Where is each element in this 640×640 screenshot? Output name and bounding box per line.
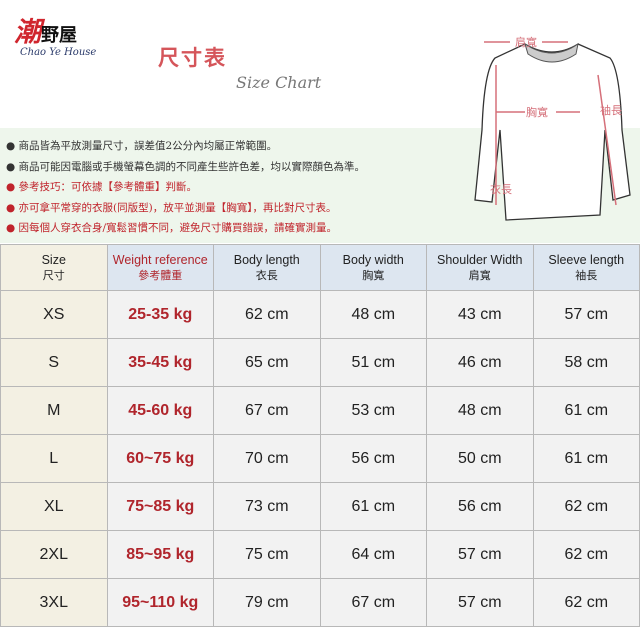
header-cn: 尺寸 [42, 269, 65, 282]
table-cell: 51 cm [319, 338, 427, 387]
table-cell: 61 cm [319, 482, 427, 531]
notes-list: ● 商品皆為平放測量尺寸，誤差值2公分內均屬正常範圍。 ● 商品可能因電腦或手機… [6, 136, 365, 239]
header-cn: 參考體重 [138, 269, 183, 282]
table-cell: 48 cm [319, 290, 427, 339]
table-row: S 35-45 kg 65 cm 51 cm 46 cm 58 cm [0, 338, 640, 387]
table-cell: 58 cm [532, 338, 640, 387]
table-cell: 43 cm [426, 290, 534, 339]
size-cell: L [0, 434, 108, 483]
table-row: 3XL 95~110 kg 79 cm 67 cm 57 cm 62 cm [0, 578, 640, 627]
collar [524, 42, 579, 63]
note-item: ● 參考技巧：可依據【參考體重】判斷。 [6, 181, 197, 193]
table-cell: 70 cm [213, 434, 321, 483]
header-en: Body length [233, 252, 300, 267]
table-cell: 56 cm [426, 482, 534, 531]
header-cn: 袖長 [575, 269, 598, 282]
shirt-outline [474, 43, 631, 221]
column-header: Sleeve length 袖長 [532, 244, 640, 291]
size-table: Size 尺寸 Weight reference 參考體重 Body length 衣長 B… [0, 244, 640, 627]
table-row: L 60~75 kg 70 cm 56 cm 50 cm 61 cm [0, 434, 640, 483]
table-cell: 64 cm [319, 530, 427, 579]
header-en: Shoulder Width [437, 252, 523, 267]
table-cell: 60~75 kg [106, 434, 214, 483]
logo: 潮野屋 [14, 10, 77, 49]
table-cell: 57 cm [426, 578, 534, 627]
header-en: Weight reference [112, 252, 208, 267]
note-item: ● 因每個人穿衣合身/寬鬆習慣不同，避免尺寸購買錯誤，請確實測量。 [6, 222, 338, 234]
shirt-diagram: 肩寬 胸寬 衣長 袖長 [474, 35, 631, 221]
header-cn: 衣長 [255, 269, 278, 282]
header-cn: 胸寬 [362, 269, 385, 282]
table-row: XL 75~85 kg 73 cm 61 cm 56 cm 62 cm [0, 482, 640, 531]
size-cell: M [0, 386, 108, 435]
logo-mark: 潮 [14, 17, 41, 48]
column-header: Shoulder Width 肩寬 [426, 244, 534, 291]
table-cell: 62 cm [532, 482, 640, 531]
logo-name: 野屋 [41, 25, 77, 46]
column-header: Weight reference 參考體重 [106, 244, 214, 291]
table-cell: 85~95 kg [106, 530, 214, 579]
table-cell: 48 cm [426, 386, 534, 435]
table-cell: 62 cm [532, 578, 640, 627]
table-cell: 61 cm [532, 434, 640, 483]
note-item: ● 商品可能因電腦或手機螢幕色調的不同產生些許色差，均以實際顏色為準。 [6, 160, 365, 173]
table-row: 2XL 85~95 kg 75 cm 64 cm 57 cm 62 cm [0, 530, 640, 579]
header-en: Body width [342, 252, 404, 267]
table-cell: 95~110 kg [106, 578, 214, 627]
note-item: ● 商品皆為平放測量尺寸，誤差值2公分內均屬正常範圍。 [6, 140, 278, 152]
logo-subtitle: Chao Ye House [20, 47, 97, 58]
table-cell: 50 cm [426, 434, 534, 483]
header-en: Sleeve length [548, 252, 625, 267]
size-cell: S [0, 338, 108, 387]
table-cell: 57 cm [426, 530, 534, 579]
note-item: ● 亦可拿平常穿的衣服(同版型)，放平並測量【胸寬】，再比對尺寸表。 [6, 201, 337, 214]
table-cell: 67 cm [213, 386, 321, 435]
table-cell: 57 cm [532, 290, 640, 339]
table-cell: 75~85 kg [106, 482, 214, 531]
table-cell: 35-45 kg [106, 338, 214, 387]
size-cell: 2XL [0, 530, 108, 579]
label-chest: 胸寬 [526, 105, 548, 119]
table-row: M 45-60 kg 67 cm 53 cm 48 cm 61 cm [0, 386, 640, 435]
header-cn: 肩寬 [468, 269, 491, 282]
column-header: Size 尺寸 [0, 244, 108, 291]
table-cell: 56 cm [319, 434, 427, 483]
column-header: Body width 胸寬 [319, 244, 427, 291]
label-shoulder: 肩寬 [515, 35, 537, 49]
table-cell: 25-35 kg [106, 290, 214, 339]
table-row: XS 25-35 kg 62 cm 48 cm 43 cm 57 cm [0, 290, 640, 339]
header-en: Size [41, 252, 66, 267]
table-cell: 67 cm [319, 578, 427, 627]
size-cell: XS [0, 290, 108, 339]
table-cell: 61 cm [532, 386, 640, 435]
table-cell: 46 cm [426, 338, 534, 387]
table-cell: 75 cm [213, 530, 321, 579]
size-cell: XL [0, 482, 108, 531]
table-cell: 79 cm [213, 578, 321, 627]
size-cell: 3XL [0, 578, 108, 627]
page-title: 尺寸表 [158, 46, 227, 70]
column-header: Body length 衣長 [213, 244, 321, 291]
page-subtitle: Size Chart [236, 73, 322, 92]
label-body-length: 衣長 [490, 182, 512, 196]
table-cell: 73 cm [213, 482, 321, 531]
table-cell: 45-60 kg [106, 386, 214, 435]
table-cell: 62 cm [213, 290, 321, 339]
label-sleeve: 袖長 [600, 103, 622, 117]
table-cell: 53 cm [319, 386, 427, 435]
table-cell: 62 cm [532, 530, 640, 579]
table-cell: 65 cm [213, 338, 321, 387]
